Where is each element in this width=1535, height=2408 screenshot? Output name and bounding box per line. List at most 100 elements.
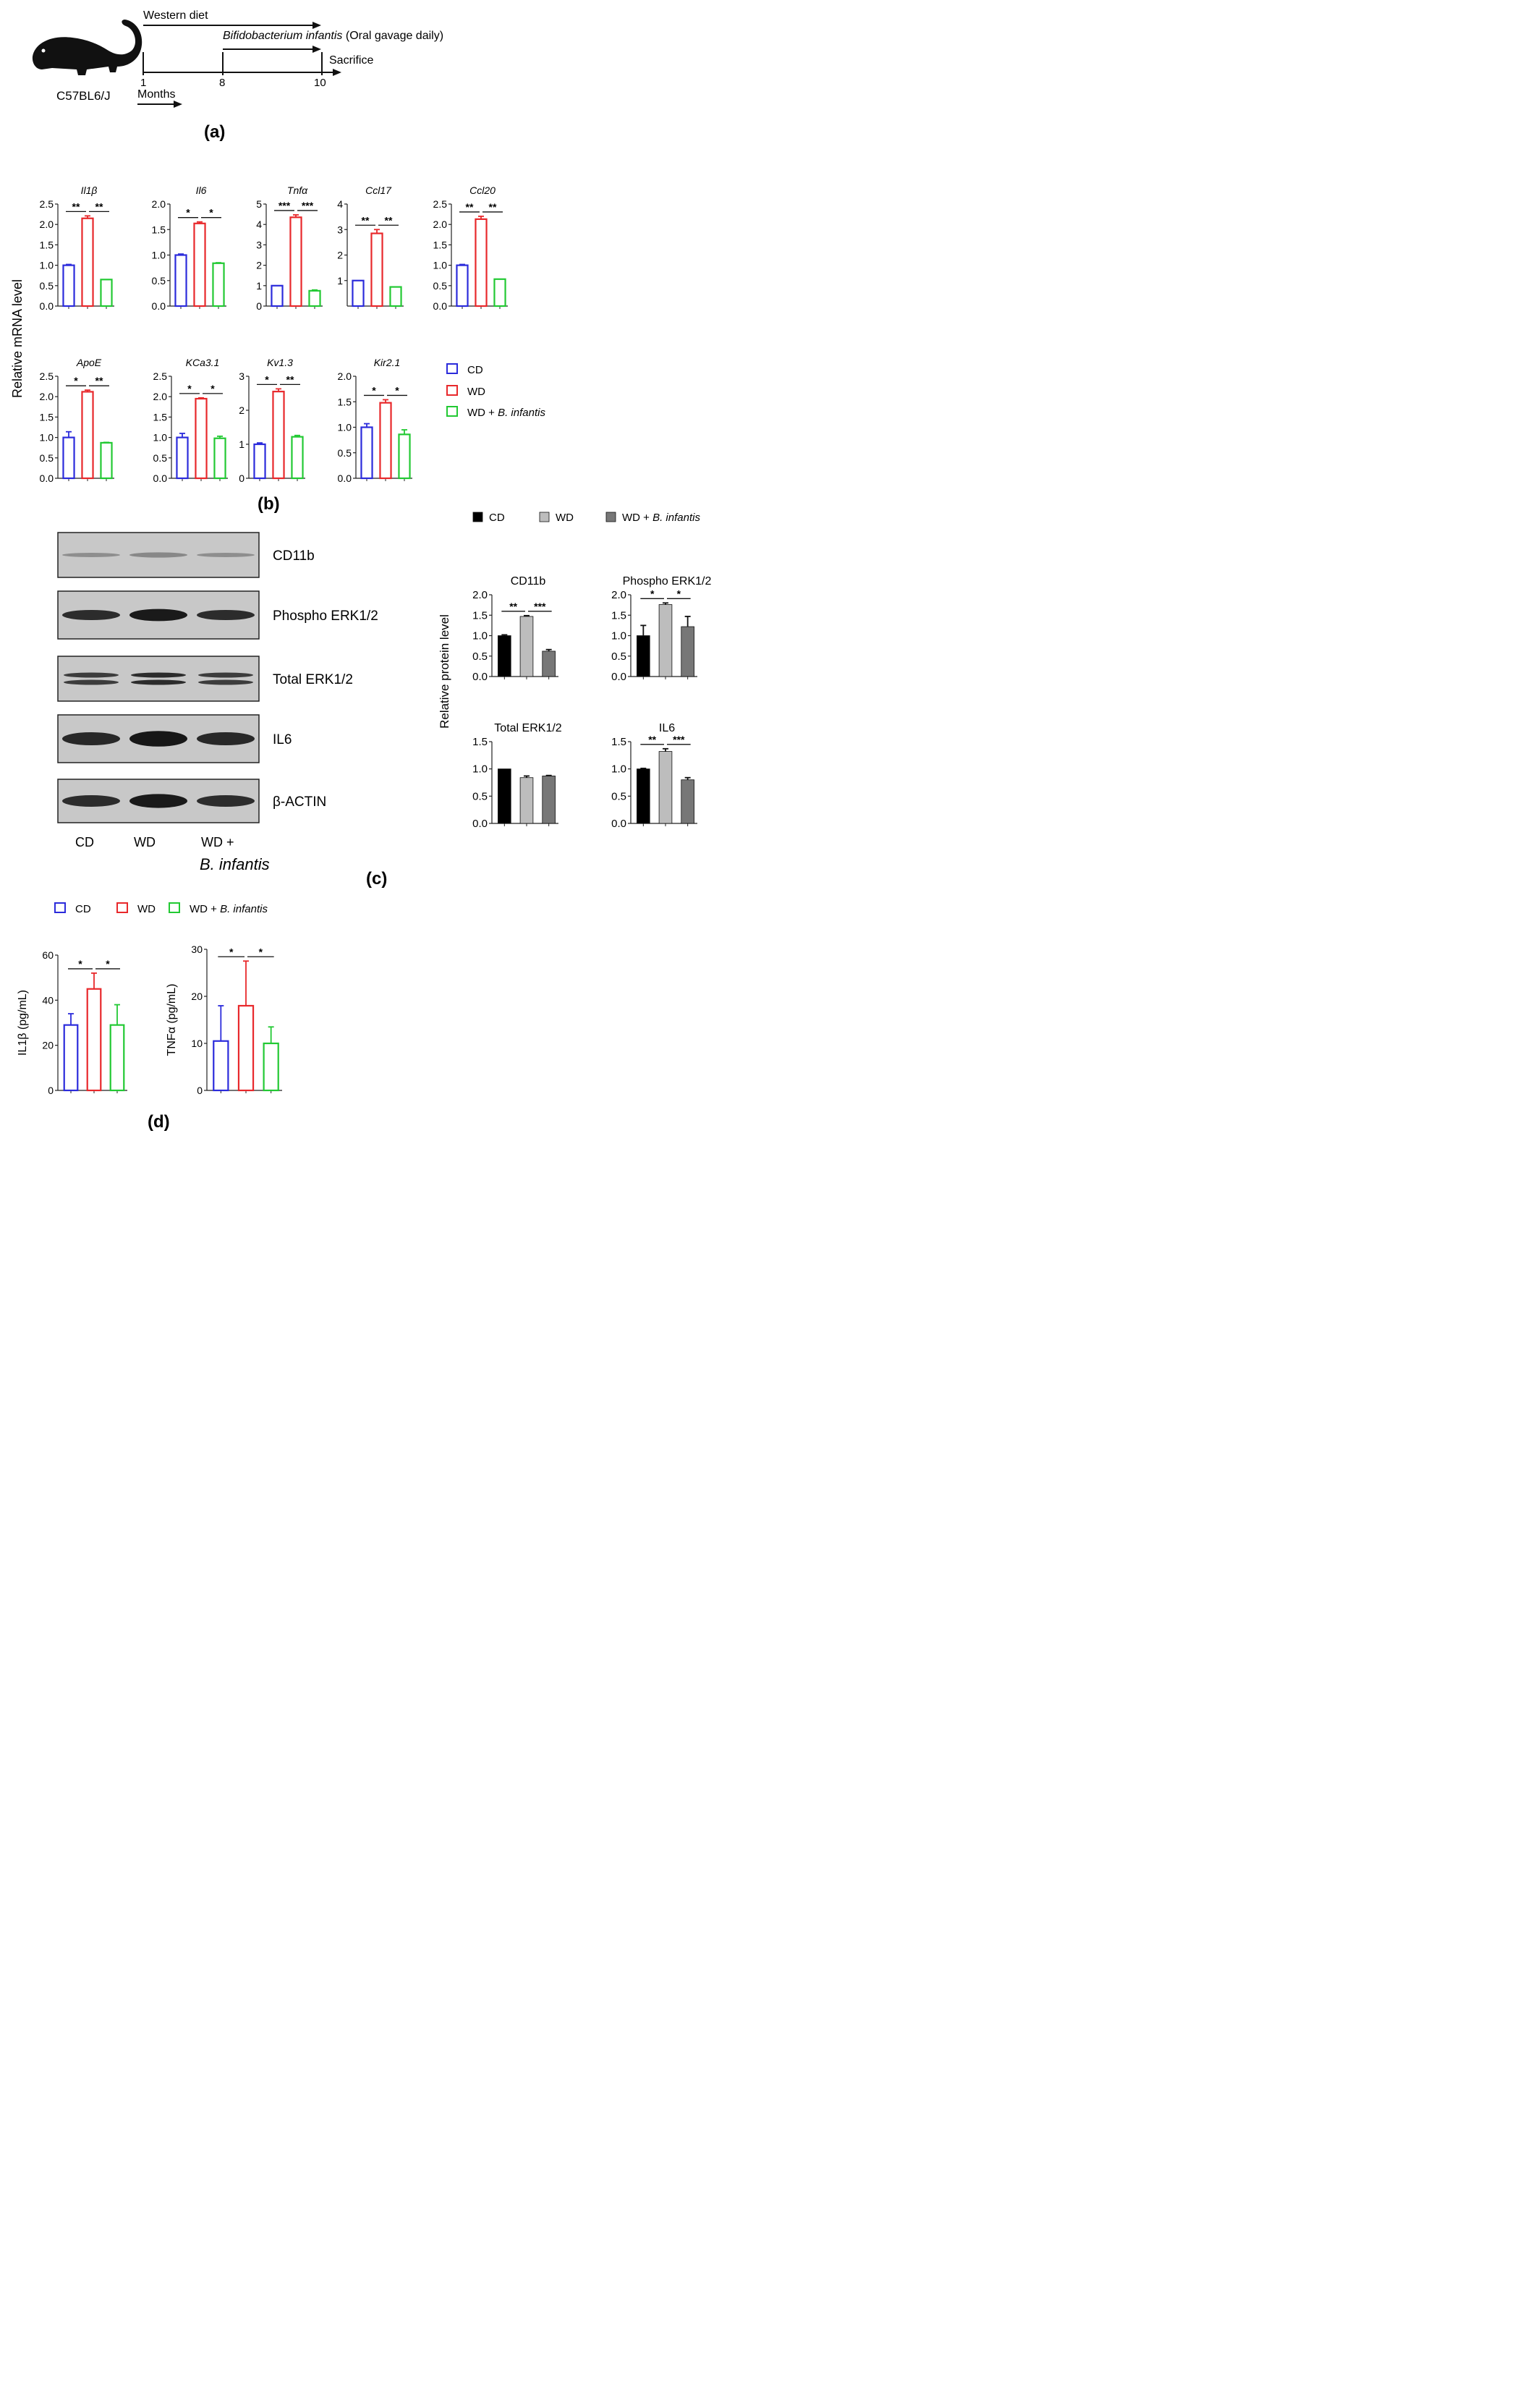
chart-tnf-pg-ml-ytick-label: 20 [191,991,203,1002]
blot-row-cd11b-band [129,552,187,558]
chart-tnf-pg-ml-bar [263,1042,279,1092]
chart-il6-ytick-label: 1.0 [152,250,166,261]
chart-phospho-erk1-2-sig-label: * [677,588,681,599]
mrna-legend-swatch [446,385,458,396]
chart-ccl17-ytick-label: 2 [337,250,343,261]
blot-row-cd11b-band [62,553,120,557]
mrna-legend: CD WD WD + B. infantis [446,363,545,419]
chart-kir2-1-title: Kir2.1 [374,357,401,368]
blot-lane-wd: WD [134,835,156,849]
blot-row-actin-label: β-ACTIN [273,794,326,810]
western-diet-arrowhead [312,22,321,29]
chart-kv1-3-bar [291,436,304,480]
chart-phospho-erk1-2-bar [637,635,650,677]
panel-label-b: (b) [258,494,280,514]
chart-tnf-sig-label: *** [278,200,291,211]
chart-il1-pg-ml-bar [86,988,102,1092]
blot-row-phospho-erk1-2-band [197,610,255,620]
chart-tnf-ytick-label: 2 [256,260,262,271]
mouse-strain-label: C57BL6/J [56,89,111,103]
chart-apoe-ytick-label: 1.0 [40,432,54,444]
mouse-icon [32,20,143,75]
chart-il1-sig-label: ** [95,200,103,212]
chart-il6-ytick-label: 1.0 [611,763,626,776]
chart-ccl17-sig-label: ** [385,214,393,226]
chart-il1-ytick-label: 2.0 [40,219,54,230]
chart-il1-ytick-label: 1.5 [40,239,54,250]
chart-il1-pg-ml-bar [109,1024,125,1092]
chart-cd11b-ytick-label: 1.5 [472,609,488,622]
chart-kca3-1-bar [213,437,226,480]
panel-label-a: (a) [204,122,225,142]
chart-kir2-1-ytick-label: 2.0 [338,370,352,382]
chart-total-erk1-2-title: Total ERK1/2 [494,722,561,734]
protein-legend-swatch [539,512,550,522]
chart-phospho-erk1-2-ytick-label: 0.0 [611,671,626,683]
chart-tnf-pg-ml: TNFα (pg/mL) 0 10 20 30 * * [166,944,282,1096]
chart-ccl20-ytick-label: 2.0 [433,219,448,230]
binf-treatment-label: Bifidobacterium infantis (Oral gavage da… [223,30,443,42]
chart-il6-ytick-label: 1.5 [152,224,166,235]
chart-il6-bar [174,254,187,308]
binf-suffix: (Oral gavage daily) [342,30,443,42]
chart-kir2-1-sig-label: * [372,384,376,396]
western-diet-label: Western diet [143,9,208,22]
mrna-legend-swatch [446,363,458,374]
mrna-legend-label-text: WD + [467,407,498,419]
chart-kir2-1-sig-label: * [395,384,399,396]
chart-cd11b-title: CD11b [511,575,546,588]
chart-ccl20-bar [456,264,469,308]
chart-apoe-bar [100,441,113,480]
chart-kv1-3-ytick-label: 3 [239,370,245,382]
chart-kca3-1-ytick-label: 2.0 [153,391,168,402]
chart-total-erk1-2-ytick-label: 0.5 [472,790,488,802]
chart-il6: Il6 0.0 0.5 1.0 1.5 2.0 * * [152,185,226,312]
chart-kv1-3-bar [253,443,266,480]
chart-ccl17-ytick-label: 1 [337,275,343,287]
elisa-legend-label-text: CD [75,903,91,915]
chart-ccl20-ytick-label: 1.5 [433,239,448,250]
chart-ccl20-sig-label: ** [489,201,497,213]
chart-kv1-3-bar [272,391,285,480]
sacrifice-label: Sacrifice [329,54,373,67]
chart-il1-pg-ml-ytick-label: 20 [42,1040,54,1051]
chart-il6-bar [681,779,694,824]
elisa-legend-label-text: WD + [190,903,220,915]
chart-kca3-1-sig-label: * [187,383,192,394]
chart-tnf-pg-ml-ytick-label: 10 [191,1038,203,1049]
blot-row-cd11b-band [197,553,255,557]
chart-apoe-title: ApoE [76,357,102,368]
chart-tnf-pg-ml-sig-label: * [259,946,263,957]
elisa-legend-label: CD [75,903,91,915]
chart-tnf-bar [289,216,302,308]
protein-legend-label: CD [489,512,505,524]
chart-ccl20-bar [493,278,506,308]
chart-kca3-1-ytick-label: 0.0 [153,472,168,484]
chart-il6-bar [658,751,673,824]
blot-row-phospho-erk1-2-label: Phospho ERK1/2 [273,609,378,624]
chart-il6-title: IL6 [659,722,675,734]
chart-phospho-erk1-2-sig-label: * [650,588,655,599]
chart-il1-pg-ml-bar [63,1024,79,1092]
chart-ccl20-ytick-label: 0.0 [433,300,448,312]
chart-apoe-ytick-label: 0.5 [40,452,54,464]
chart-tnf-pg-ml-ytick-label: 0 [197,1085,203,1096]
chart-kca3-1-ytick-label: 0.5 [153,452,168,464]
protein-legend-label-italic: B. infantis [652,512,700,524]
blot-row-il6-band [197,732,255,745]
chart-il1-ytick-label: 1.0 [40,260,54,271]
chart-kir2-1-bar [398,433,411,480]
panel-label-d: (d) [148,1112,170,1132]
chart-il6-bar [193,222,206,308]
chart-tnf-pg-ml-bar [213,1040,229,1092]
chart-il6-ytick-label: 1.5 [611,736,626,748]
chart-il1-ytick-label: 2.5 [40,198,54,210]
chart-ccl20-title: Ccl20 [469,185,496,196]
chart-kv1-3-ytick-label: 0 [239,472,245,484]
panel-label-c: (c) [366,869,387,889]
chart-ccl20-ytick-label: 1.0 [433,260,448,271]
